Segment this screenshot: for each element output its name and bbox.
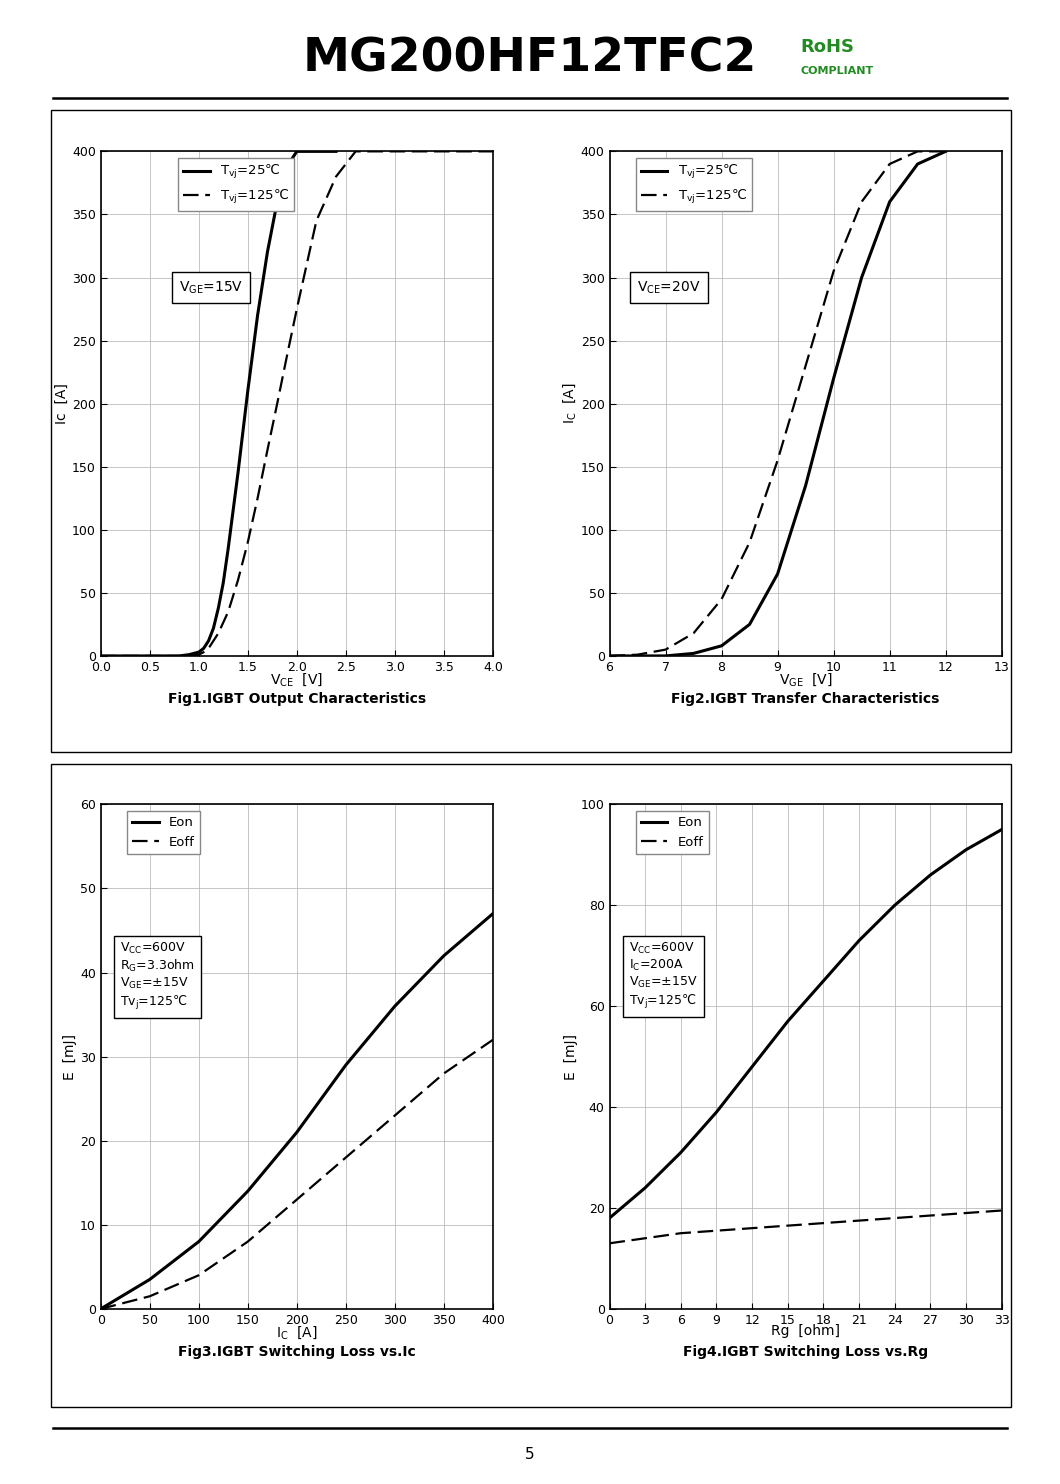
Legend: Eon, Eoff: Eon, Eoff: [127, 810, 200, 855]
Text: V$_{GE}$=15V: V$_{GE}$=15V: [179, 279, 244, 295]
Text: Rg  [ohm]: Rg [ohm]: [771, 1324, 841, 1337]
Text: V$_{CC}$=600V
I$_C$=200A
V$_{GE}$=±15V
Tv$_j$=125℃: V$_{CC}$=600V I$_C$=200A V$_{GE}$=±15V T…: [630, 941, 697, 1011]
Text: V$_{CC}$=600V
R$_G$=3.3ohm
V$_{GE}$=±15V
Tv$_j$=125℃: V$_{CC}$=600V R$_G$=3.3ohm V$_{GE}$=±15V…: [121, 941, 195, 1012]
Text: Fig4.IGBT Switching Loss vs.Rg: Fig4.IGBT Switching Loss vs.Rg: [683, 1345, 929, 1358]
Text: V$_{GE}$  [V]: V$_{GE}$ [V]: [779, 671, 832, 687]
Y-axis label: E  [mJ]: E [mJ]: [63, 1034, 77, 1079]
Text: MG200HF12TFC2: MG200HF12TFC2: [303, 37, 757, 82]
Legend: Eon, Eoff: Eon, Eoff: [636, 810, 709, 855]
Text: COMPLIANT: COMPLIANT: [800, 67, 873, 76]
Text: V$_{CE}$=20V: V$_{CE}$=20V: [637, 279, 701, 295]
Text: Fig3.IGBT Switching Loss vs.Ic: Fig3.IGBT Switching Loss vs.Ic: [178, 1345, 416, 1358]
Text: V$_{CE}$  [V]: V$_{CE}$ [V]: [270, 671, 323, 687]
Text: 5: 5: [525, 1447, 535, 1462]
Text: RoHS: RoHS: [800, 39, 854, 56]
Y-axis label: I$_C$  [A]: I$_C$ [A]: [561, 383, 578, 424]
Y-axis label: E  [mJ]: E [mJ]: [564, 1034, 578, 1079]
Text: Fig2.IGBT Transfer Characteristics: Fig2.IGBT Transfer Characteristics: [671, 692, 940, 705]
Y-axis label: Ic  [A]: Ic [A]: [55, 383, 69, 424]
Legend: T$_{vj}$=25℃, T$_{vj}$=125℃: T$_{vj}$=25℃, T$_{vj}$=125℃: [636, 157, 753, 211]
Text: Fig1.IGBT Output Characteristics: Fig1.IGBT Output Characteristics: [167, 692, 426, 705]
Text: I$_C$  [A]: I$_C$ [A]: [276, 1324, 318, 1340]
Legend: T$_{vj}$=25℃, T$_{vj}$=125℃: T$_{vj}$=25℃, T$_{vj}$=125℃: [178, 157, 295, 211]
